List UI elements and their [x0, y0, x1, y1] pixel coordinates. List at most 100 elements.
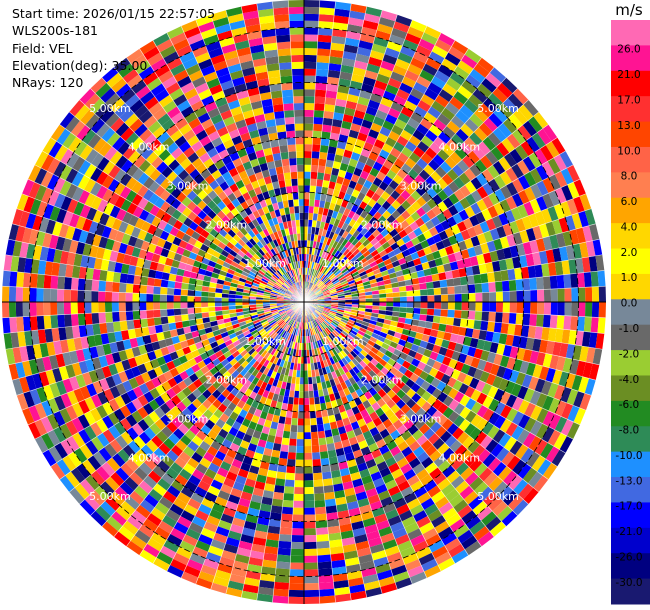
velocity-gate: [352, 347, 361, 356]
velocity-gate: [309, 314, 314, 321]
velocity-gate: [492, 127, 507, 143]
velocity-gate: [16, 271, 25, 288]
velocity-gate: [467, 440, 481, 454]
velocity-gate: [321, 131, 331, 140]
velocity-gate: [364, 221, 373, 231]
velocity-gate: [166, 302, 174, 310]
velocity-gate: [307, 363, 312, 371]
velocity-gate: [403, 323, 412, 331]
velocity-gate: [511, 192, 524, 208]
velocity-gate: [376, 171, 387, 182]
velocity-gate: [393, 571, 410, 583]
velocity-gate: [405, 312, 414, 320]
velocity-gate: [296, 445, 304, 453]
velocity-gate: [333, 346, 341, 354]
velocity-gate: [449, 333, 459, 343]
velocity-gate: [319, 200, 326, 209]
velocity-gate: [262, 489, 274, 499]
velocity-gate: [469, 113, 484, 128]
velocity-gate: [483, 117, 498, 133]
velocity-gate: [354, 276, 362, 283]
velocity-gate: [311, 226, 316, 235]
velocity-gate: [361, 336, 370, 344]
velocity-gate: [425, 462, 438, 475]
velocity-gate: [534, 210, 546, 226]
velocity-gate: [529, 239, 539, 254]
velocity-gate: [293, 390, 300, 398]
velocity-gate: [528, 435, 542, 452]
velocity-gate: [585, 240, 596, 257]
velocity-gate: [313, 486, 325, 494]
velocity-gate: [29, 302, 37, 317]
velocity-gate: [442, 395, 454, 407]
velocity-gate: [365, 298, 373, 302]
velocity-gate: [407, 63, 423, 76]
velocity-gate: [566, 422, 580, 440]
velocity-gate: [362, 517, 377, 528]
velocity-gate: [319, 7, 335, 16]
velocity-gate: [304, 123, 314, 131]
velocity-gate: [118, 311, 127, 322]
velocity-gate: [480, 242, 490, 255]
velocity-gate: [316, 325, 322, 333]
velocity-gate: [470, 401, 483, 415]
velocity-gate: [304, 487, 315, 495]
velocity-gate: [362, 430, 373, 440]
velocity-gate: [290, 383, 296, 391]
velocity-gate: [429, 449, 442, 463]
velocity-gate: [461, 79, 477, 94]
velocity-gate: [104, 302, 113, 313]
velocity-gate: [332, 22, 349, 31]
velocity-gate: [514, 324, 523, 337]
velocity-gate: [422, 527, 438, 541]
velocity-gate: [412, 51, 429, 64]
velocity-gate: [321, 266, 327, 274]
velocity-gate: [359, 360, 368, 369]
velocity-gate: [348, 180, 358, 190]
velocity-gate: [330, 42, 345, 52]
velocity-gate: [397, 440, 409, 452]
velocity-gate: [547, 206, 559, 222]
velocity-gate: [318, 575, 334, 584]
velocity-gate: [518, 336, 528, 350]
velocity-gate: [304, 473, 314, 481]
velocity-gate: [419, 521, 435, 535]
velocity-gate: [518, 399, 530, 415]
velocity-gate: [465, 266, 474, 277]
velocity-gate: [344, 336, 353, 344]
velocity-gate: [476, 172, 489, 187]
velocity-gate: [318, 273, 325, 280]
velocity-gate: [489, 250, 499, 263]
velocity-gate: [351, 302, 359, 305]
velocity-gate: [399, 302, 407, 308]
velocity-gate: [455, 109, 470, 124]
velocity-gate: [464, 540, 482, 556]
velocity-gate: [328, 414, 336, 423]
velocity-gate: [390, 353, 400, 362]
velocity-gate: [276, 561, 291, 570]
velocity-gate: [375, 339, 384, 347]
velocity-gate: [363, 230, 372, 239]
velocity-gate: [328, 63, 342, 72]
velocity-gate: [529, 313, 538, 327]
velocity-gate: [494, 401, 506, 416]
velocity-gate: [517, 385, 529, 400]
velocity-gate: [326, 261, 333, 269]
velocity-gate: [425, 416, 437, 429]
velocity-gate: [481, 77, 497, 93]
velocity-gate: [341, 439, 351, 448]
velocity-gate: [322, 388, 329, 396]
velocity-gate: [379, 297, 387, 302]
velocity-gate: [317, 41, 332, 50]
velocity-gate: [91, 290, 99, 302]
velocity-gate: [295, 459, 304, 467]
velocity-gate: [311, 144, 321, 152]
velocity-gate: [461, 54, 478, 69]
velocity-gate: [153, 294, 161, 302]
velocity-gate: [392, 64, 408, 77]
velocity-gate: [428, 433, 440, 445]
velocity-gate: [465, 74, 482, 89]
velocity-gate: [412, 463, 426, 475]
velocity-gate: [357, 267, 366, 274]
velocity-gate: [327, 284, 335, 290]
